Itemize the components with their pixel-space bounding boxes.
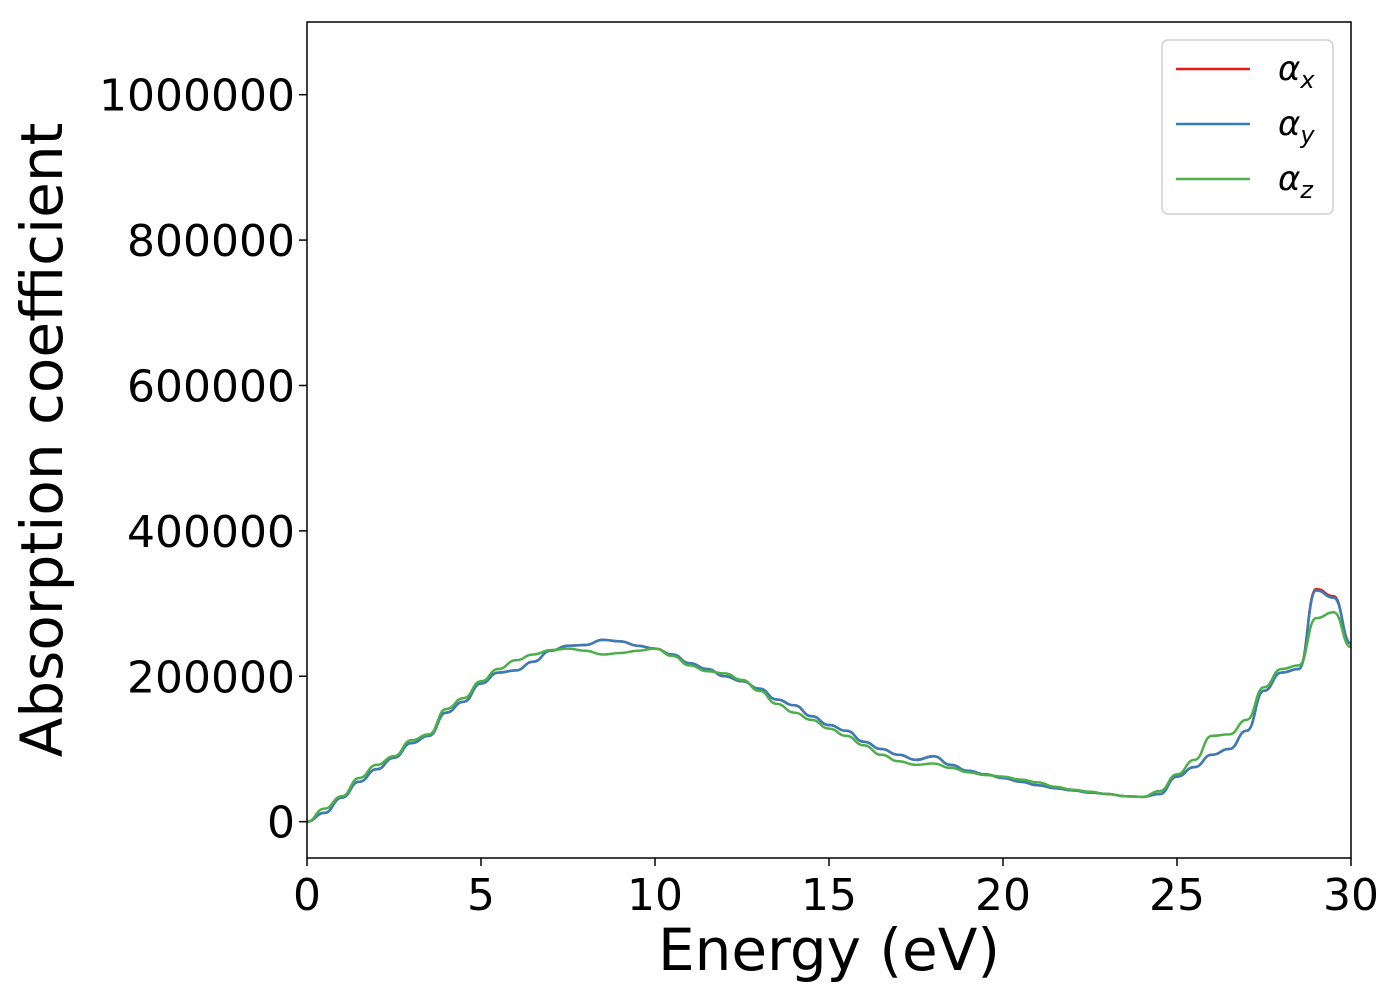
series-layer — [306, 587, 1352, 823]
y-tick-label: 600000 — [127, 361, 295, 412]
legend-label: αy — [1278, 104, 1315, 149]
legend-label-subscript: y — [1299, 121, 1315, 149]
x-tick-label: 15 — [801, 870, 857, 921]
y-axis-label: Absorption coefficient — [8, 123, 76, 758]
y-tick-label: 1000000 — [99, 71, 295, 122]
legend-label-subscript: z — [1299, 176, 1314, 204]
x-tick-label: 10 — [627, 870, 683, 921]
x-tick-label: 25 — [1149, 870, 1205, 921]
legend-label-subscript: x — [1299, 66, 1315, 94]
legend-label-symbol: α — [1278, 159, 1300, 199]
y-axis: 0 200000 400000 600000 800000 1000000 — [99, 71, 307, 849]
x-axis: 0 5 10 15 20 25 30 — [293, 858, 1379, 921]
legend-box — [1161, 39, 1334, 215]
x-axis-label: Energy (eV) — [658, 916, 1000, 984]
series-line-alpha-x — [306, 587, 1352, 823]
series-line-alpha-z — [306, 611, 1352, 823]
x-tick-label: 30 — [1323, 870, 1379, 921]
series-line-alpha-y — [306, 589, 1352, 823]
legend-label-symbol: α — [1278, 104, 1300, 144]
y-tick-label: 200000 — [127, 652, 295, 703]
x-tick-label: 0 — [293, 870, 321, 921]
x-tick-label: 5 — [467, 870, 495, 921]
y-tick-label: 0 — [267, 798, 295, 849]
y-tick-label: 800000 — [127, 216, 295, 267]
y-tick-label: 400000 — [127, 507, 295, 558]
legend-label: αx — [1278, 49, 1315, 94]
legend-label-symbol: α — [1278, 49, 1300, 89]
legend-label: αz — [1278, 159, 1314, 204]
x-tick-label: 20 — [975, 870, 1031, 921]
